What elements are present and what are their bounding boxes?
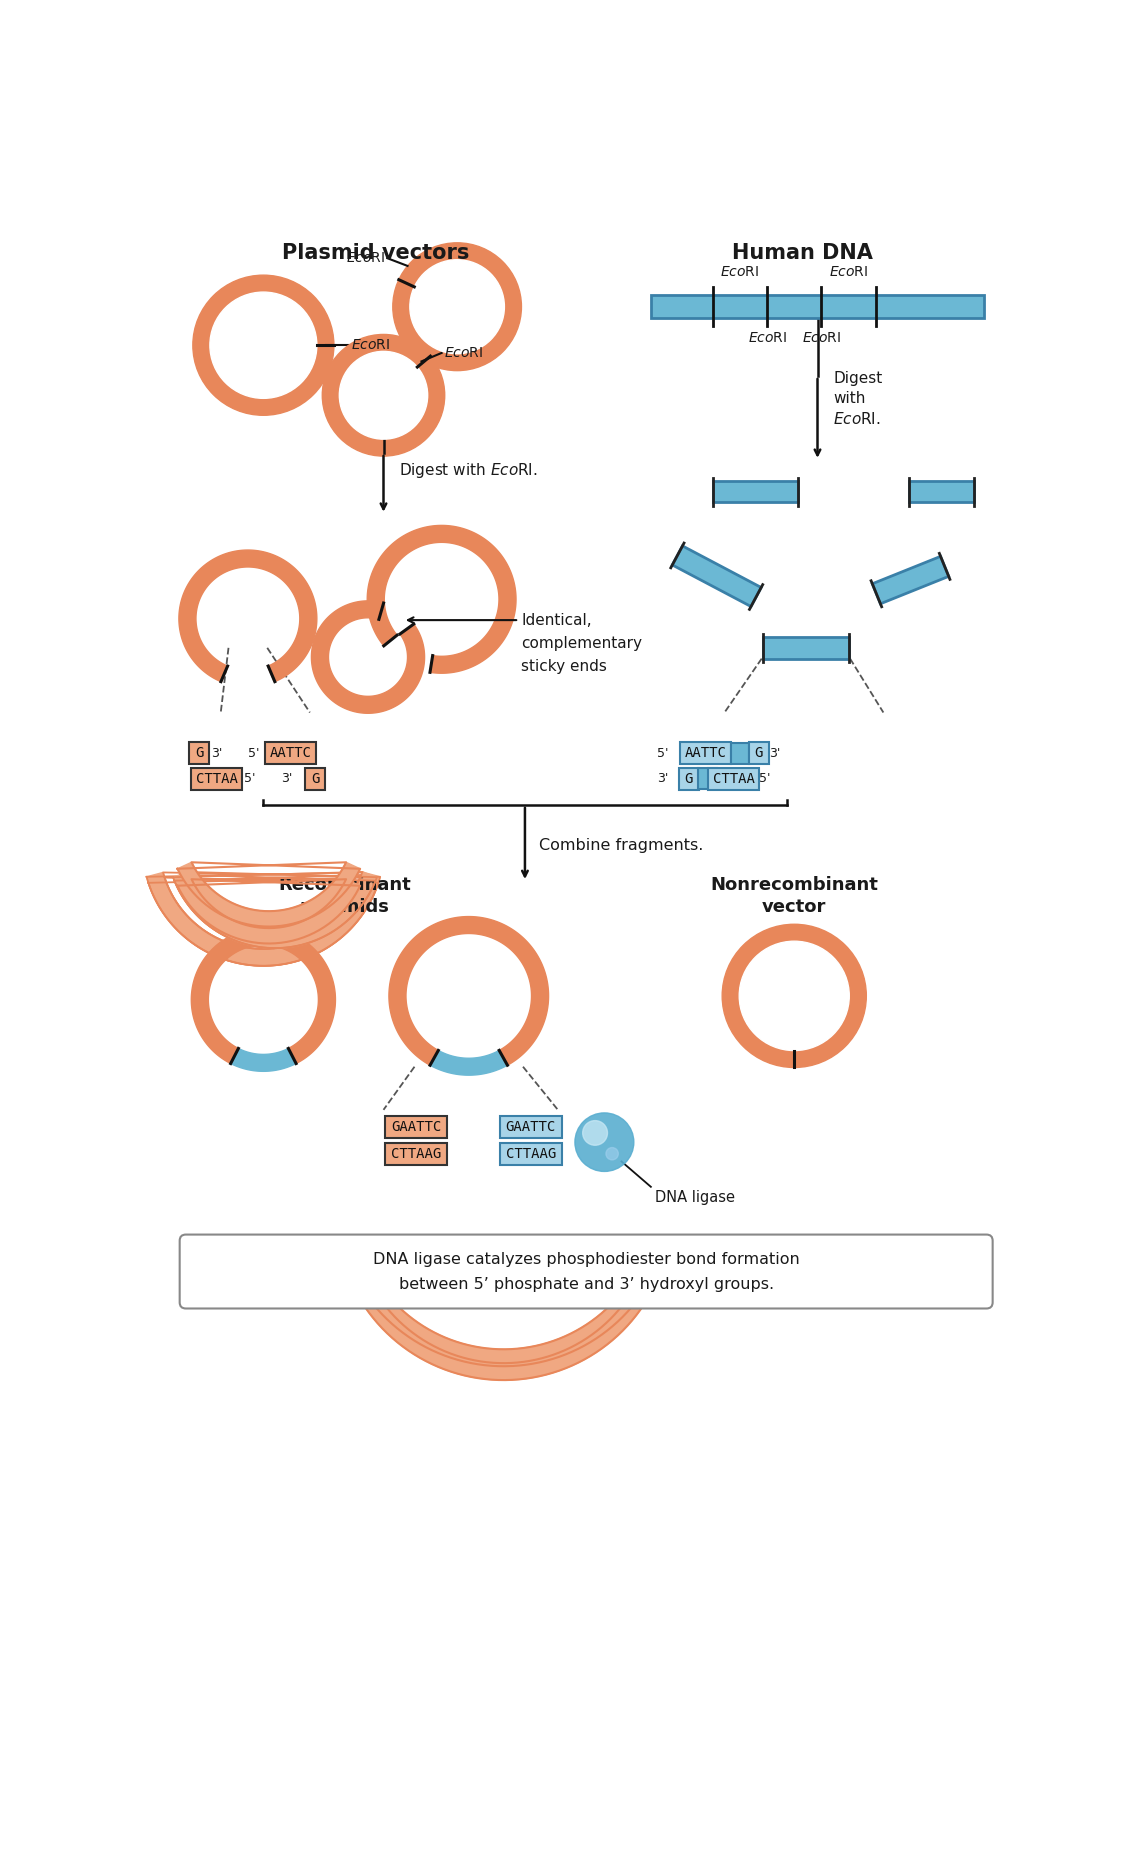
Polygon shape — [230, 1049, 296, 1071]
Text: 3': 3' — [658, 773, 669, 784]
Text: G: G — [195, 747, 203, 760]
Text: sticky ends: sticky ends — [521, 660, 607, 674]
Circle shape — [193, 276, 333, 415]
Text: complementary: complementary — [521, 635, 643, 650]
Circle shape — [339, 352, 427, 440]
FancyBboxPatch shape — [678, 768, 699, 790]
Polygon shape — [178, 879, 360, 943]
Text: AATTC: AATTC — [685, 747, 727, 760]
FancyBboxPatch shape — [748, 741, 769, 764]
Text: $\it{Eco}$RI: $\it{Eco}$RI — [444, 347, 484, 360]
Text: AATTC: AATTC — [269, 747, 312, 760]
FancyBboxPatch shape — [500, 1116, 562, 1138]
FancyBboxPatch shape — [191, 768, 243, 790]
Text: 5': 5' — [244, 773, 256, 784]
FancyBboxPatch shape — [731, 743, 749, 764]
Text: Digest
with
$\it{Eco}$RI.: Digest with $\it{Eco}$RI. — [833, 371, 882, 427]
Polygon shape — [179, 550, 316, 682]
Text: GAATTC: GAATTC — [505, 1120, 556, 1135]
Polygon shape — [173, 872, 377, 948]
Polygon shape — [174, 876, 376, 948]
Polygon shape — [430, 1051, 508, 1075]
Polygon shape — [673, 546, 761, 607]
FancyBboxPatch shape — [698, 768, 716, 790]
Text: G: G — [754, 747, 763, 760]
Text: 3': 3' — [281, 773, 292, 784]
Polygon shape — [909, 481, 974, 503]
Text: 5': 5' — [248, 747, 259, 760]
Polygon shape — [148, 877, 378, 965]
Polygon shape — [346, 1265, 661, 1380]
FancyBboxPatch shape — [651, 294, 984, 319]
FancyBboxPatch shape — [180, 1235, 992, 1308]
Circle shape — [722, 924, 866, 1067]
Circle shape — [582, 1122, 607, 1146]
Text: $\it{Eco}$RI: $\it{Eco}$RI — [351, 339, 390, 352]
Text: Combine fragments.: Combine fragments. — [539, 838, 704, 853]
Circle shape — [606, 1148, 619, 1161]
Circle shape — [322, 335, 445, 456]
Text: $\it{Eco}$RI: $\it{Eco}$RI — [721, 265, 760, 279]
Text: between 5’ phosphate and 3’ hydroxyl groups.: between 5’ phosphate and 3’ hydroxyl gro… — [399, 1278, 774, 1293]
FancyBboxPatch shape — [265, 741, 316, 764]
Text: Plasmid vectors: Plasmid vectors — [282, 242, 470, 263]
Circle shape — [739, 941, 849, 1051]
Text: G: G — [684, 771, 693, 786]
Text: 5': 5' — [760, 773, 771, 784]
Circle shape — [410, 259, 504, 354]
Polygon shape — [367, 525, 516, 673]
Text: 3': 3' — [769, 747, 780, 760]
Text: Human DNA: Human DNA — [731, 242, 872, 263]
FancyBboxPatch shape — [305, 768, 325, 790]
Text: Nonrecombinant
vector: Nonrecombinant vector — [711, 876, 878, 917]
Text: $\it{Eco}$RI: $\it{Eco}$RI — [747, 330, 787, 345]
Text: CTTAA: CTTAA — [713, 771, 755, 786]
FancyBboxPatch shape — [681, 741, 731, 764]
Text: Digest with $\it{Eco}$RI.: Digest with $\it{Eco}$RI. — [399, 462, 537, 481]
Polygon shape — [872, 557, 949, 604]
Polygon shape — [388, 917, 549, 1066]
Text: G: G — [311, 771, 320, 786]
Text: CTTAA: CTTAA — [196, 771, 238, 786]
Text: GAATTC: GAATTC — [391, 1120, 441, 1135]
FancyBboxPatch shape — [189, 741, 209, 764]
Text: 5': 5' — [657, 747, 669, 760]
Circle shape — [210, 292, 316, 399]
Text: CTTAAG: CTTAAG — [391, 1148, 441, 1161]
FancyBboxPatch shape — [708, 768, 760, 790]
Text: Identical,: Identical, — [521, 613, 592, 628]
Polygon shape — [191, 928, 336, 1064]
Polygon shape — [178, 863, 360, 926]
Text: DNA ligase catalyzes phosphodiester bond formation: DNA ligase catalyzes phosphodiester bond… — [374, 1252, 800, 1267]
Polygon shape — [763, 637, 848, 660]
FancyBboxPatch shape — [500, 1142, 562, 1164]
FancyBboxPatch shape — [385, 1142, 447, 1164]
Polygon shape — [147, 872, 380, 965]
Polygon shape — [312, 602, 424, 714]
Circle shape — [575, 1112, 634, 1172]
Text: Recombinant
plasmids: Recombinant plasmids — [278, 876, 411, 917]
Polygon shape — [346, 1252, 661, 1366]
Text: $\it{Eco}$RI: $\it{Eco}$RI — [802, 330, 841, 345]
Text: $\it{Eco}$RI: $\it{Eco}$RI — [346, 252, 385, 265]
Text: 3': 3' — [211, 747, 222, 760]
FancyBboxPatch shape — [385, 1116, 447, 1138]
Circle shape — [393, 242, 521, 371]
Text: CTTAAG: CTTAAG — [505, 1148, 556, 1161]
Polygon shape — [713, 481, 798, 503]
Text: DNA ligase: DNA ligase — [654, 1190, 735, 1205]
Text: $\it{Eco}$RI: $\it{Eco}$RI — [829, 265, 869, 279]
